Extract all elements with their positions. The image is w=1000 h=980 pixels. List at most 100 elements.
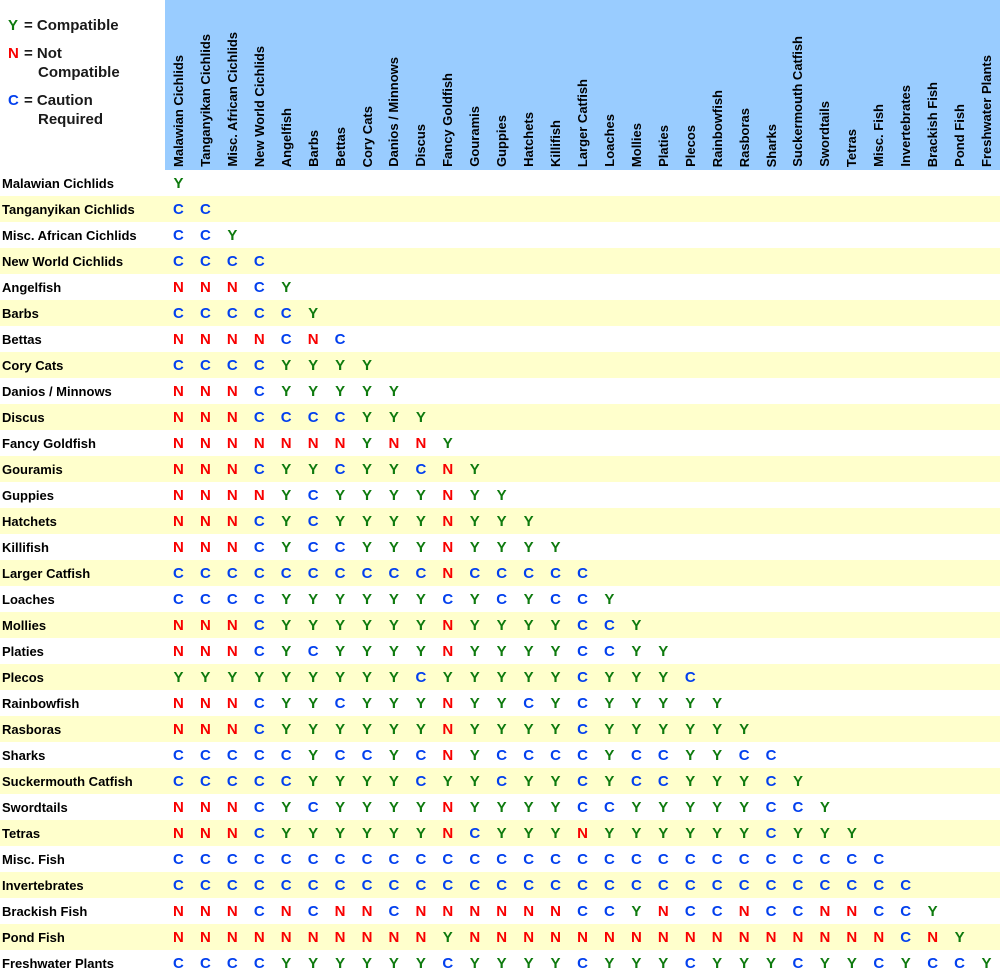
compatibility-cell — [892, 586, 919, 612]
compatibility-cell — [623, 170, 650, 196]
compatibility-cell — [731, 664, 758, 690]
compatibility-cell — [434, 378, 461, 404]
compatibility-cell — [946, 352, 973, 378]
compatibility-cell — [758, 690, 785, 716]
compatibility-cell — [973, 404, 1000, 430]
compatibility-cell — [461, 378, 488, 404]
compatibility-cell: C — [307, 798, 319, 816]
compatibility-cell: N — [630, 928, 642, 946]
column-header: Misc. African Cichlids — [219, 0, 246, 170]
compatibility-cell: Y — [685, 798, 696, 816]
compatibility-cell: N — [173, 824, 184, 842]
compatibility-cell: C — [738, 876, 750, 894]
compatibility-cell: Y — [415, 720, 426, 738]
compatibility-cell — [380, 326, 407, 352]
compatibility-cell — [569, 404, 596, 430]
compatibility-cell: Y — [281, 538, 292, 556]
compatibility-cell: Y — [550, 772, 561, 790]
compatibility-cell — [865, 404, 892, 430]
compatibility-cell: C — [469, 876, 481, 894]
compatibility-cell — [704, 508, 731, 534]
compatibility-cell — [892, 612, 919, 638]
compatibility-cell: Y — [469, 694, 480, 712]
compatibility-cell: C — [307, 642, 319, 660]
compatibility-cell: C — [253, 616, 265, 634]
legend-entry-caution: C = Caution Required — [8, 91, 165, 129]
table-row: Danios / Minnows N N N C Y Y Y Y Y — [0, 378, 1000, 404]
compatibility-cell — [704, 274, 731, 300]
compatibility-cell: Y — [415, 954, 426, 972]
compatibility-cell — [354, 248, 381, 274]
compatibility-cell — [596, 482, 623, 508]
compatibility-cell — [785, 274, 812, 300]
compatibility-cell — [461, 248, 488, 274]
compatibility-cell — [811, 352, 838, 378]
compatibility-cell — [731, 404, 758, 430]
compatibility-cell — [865, 820, 892, 846]
compatibility-cell: C — [496, 876, 508, 894]
compatibility-cell: N — [792, 928, 804, 946]
compatibility-cell: C — [684, 954, 696, 972]
column-header-label: Malawian Cichlids — [170, 55, 186, 167]
compatibility-cell: Y — [739, 824, 750, 842]
compatibility-cell — [569, 534, 596, 560]
compatibility-cell — [300, 170, 327, 196]
compatibility-cell — [407, 378, 434, 404]
column-header-label: Plecos — [682, 125, 698, 167]
compatibility-cell — [838, 742, 865, 768]
compatibility-cell — [327, 222, 354, 248]
compatibility-cell: Y — [308, 382, 319, 400]
compatibility-cell — [488, 248, 515, 274]
compatibility-cell — [515, 300, 542, 326]
compatibility-cell — [946, 326, 973, 352]
compatibility-cell — [892, 560, 919, 586]
compatibility-cell: Y — [308, 356, 319, 374]
compatibility-cell: C — [280, 746, 292, 764]
compatibility-cell: C — [253, 538, 265, 556]
compatibility-cell — [973, 508, 1000, 534]
compatibility-cell: C — [388, 564, 400, 582]
compatibility-cell: Y — [658, 954, 669, 972]
row-label: Suckermouth Catfish — [2, 773, 133, 789]
compatibility-cell: Y — [631, 798, 642, 816]
compatibility-cell — [758, 586, 785, 612]
compatibility-cell — [973, 378, 1000, 404]
compatibility-cell — [973, 196, 1000, 222]
compatibility-cell: N — [415, 902, 427, 920]
table-row: Loaches C C C C Y Y Y Y Y Y C Y C Y C C Y — [0, 586, 1000, 612]
compatibility-cell: Y — [362, 460, 373, 478]
compatibility-cell: C — [954, 954, 966, 972]
compatibility-cell — [461, 300, 488, 326]
compatibility-cell: Y — [173, 174, 184, 192]
compatibility-cell: C — [496, 564, 508, 582]
compatibility-cell: C — [657, 746, 669, 764]
compatibility-cell — [892, 482, 919, 508]
compatibility-cell: Y — [739, 772, 750, 790]
column-header: Malawian Cichlids — [165, 0, 192, 170]
compatibility-cell: Y — [523, 538, 534, 556]
compatibility-cell — [785, 586, 812, 612]
compatibility-cell: C — [792, 798, 804, 816]
compatibility-cell — [515, 430, 542, 456]
compatibility-cell: N — [738, 928, 750, 946]
compatibility-cell: Y — [281, 356, 292, 374]
compatibility-cell: Y — [308, 746, 319, 764]
compatibility-cell: Y — [658, 798, 669, 816]
compatibility-cell: C — [577, 954, 588, 972]
compatibility-cell: C — [496, 772, 508, 790]
compatibility-cell: N — [334, 434, 346, 452]
compatibility-cell: C — [173, 772, 184, 790]
compatibility-cell — [946, 872, 973, 898]
compatibility-cell: N — [173, 798, 184, 816]
compatibility-cell — [919, 508, 946, 534]
compatibility-cell: N — [738, 902, 750, 920]
compatibility-cell — [838, 352, 865, 378]
compatibility-cell — [973, 534, 1000, 560]
compatibility-cell: C — [577, 642, 588, 660]
compatibility-cell — [785, 508, 812, 534]
compatibility-cell — [542, 378, 569, 404]
compatibility-cell: C — [415, 460, 427, 478]
compatibility-cell — [542, 196, 569, 222]
compatibility-cell — [623, 482, 650, 508]
compatibility-cell — [380, 170, 407, 196]
